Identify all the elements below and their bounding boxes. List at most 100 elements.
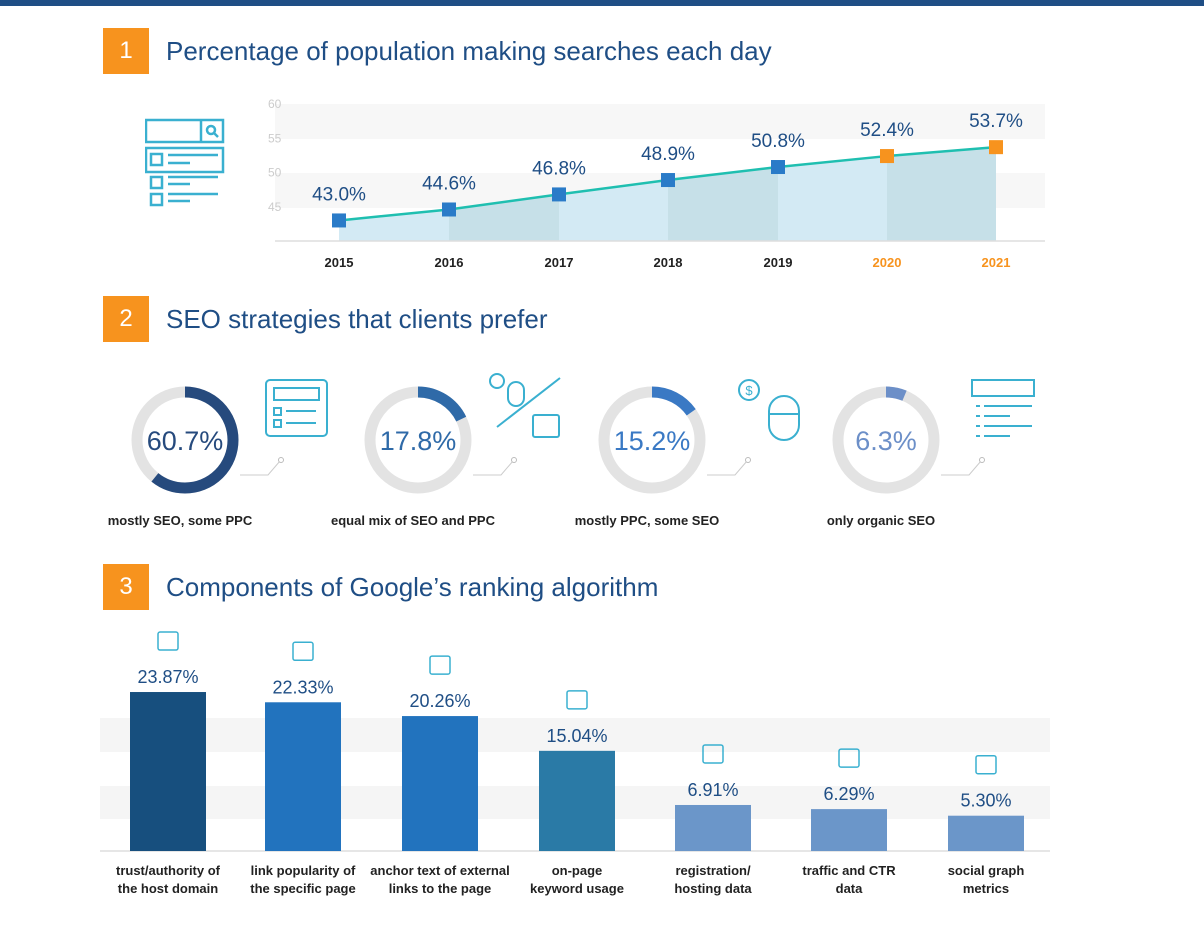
bar-category-line: data	[835, 881, 863, 896]
bar-category-line: link popularity of	[250, 863, 356, 878]
icon-part	[496, 377, 561, 428]
mixed-ppc-seo-icon	[489, 373, 561, 438]
data-point-marker	[989, 140, 1003, 155]
data-point-marker	[332, 213, 346, 228]
connector-dot	[979, 457, 985, 463]
icon-part	[489, 373, 505, 389]
donut-arc	[598, 386, 706, 494]
donut-category-label: mostly SEO, some PPC	[107, 513, 253, 528]
bar-category-line: social graph	[947, 863, 1025, 878]
bar-category-label: link popularity of the specific page	[223, 862, 383, 898]
connector-dot	[745, 457, 751, 463]
bar-category-line: trust/authority of	[116, 863, 220, 878]
bar-category-label: anchor text of external links to the page	[360, 862, 520, 898]
bar-category-line: keyword usage	[530, 881, 624, 896]
bar	[811, 809, 887, 851]
data-label: 53.7%	[969, 111, 1023, 132]
x-tick-label: 2017	[545, 255, 574, 270]
donut-category-label: only organic SEO	[826, 513, 936, 528]
data-point-marker	[552, 187, 566, 202]
icon-part	[507, 381, 525, 407]
icon-part	[971, 379, 1035, 397]
donut-arc	[131, 386, 239, 494]
key-icon	[566, 690, 588, 710]
bar	[948, 815, 1024, 851]
data-label: 50.8%	[751, 131, 805, 152]
bar-chart: 23.87% 22.33% 20.26% 15.04% 6.91% 6.29% 5.30%	[100, 631, 1050, 852]
icon-part	[273, 407, 282, 416]
data-label: 52.4%	[860, 120, 914, 141]
icon-part	[768, 395, 800, 441]
section-number-2: 2	[103, 296, 149, 342]
donut-value-label: 17.8%	[380, 426, 457, 456]
icon-part	[702, 744, 724, 764]
grid-band	[100, 718, 1050, 752]
area-segment	[778, 156, 887, 241]
icon-part	[838, 748, 860, 768]
donut-charts: 60.7% 17.8% 15.2% 6.3% $	[131, 373, 1035, 494]
icon-part	[532, 414, 560, 438]
donut-value-label: 15.2%	[614, 426, 691, 456]
bar-category-label: social graph metrics	[906, 862, 1066, 898]
bar-value-label: 5.30%	[960, 791, 1011, 811]
icon-part	[265, 379, 328, 437]
connector-dot	[278, 457, 284, 463]
bar-category-line: hosting data	[674, 881, 752, 896]
bar-category-line: anchor text of external	[370, 863, 510, 878]
icon-part	[975, 754, 997, 775]
donut-value-label: 6.3%	[855, 426, 917, 456]
database-icon	[702, 744, 724, 764]
y-tick-label: 55	[268, 131, 282, 145]
icon-part	[292, 641, 314, 662]
donut-arc	[364, 386, 472, 494]
icon-part	[273, 419, 282, 428]
connector-line	[473, 460, 514, 476]
x-tick-label: 2015	[325, 255, 354, 270]
data-point-marker	[880, 149, 894, 164]
data-point-marker	[661, 173, 675, 188]
data-point-marker	[771, 160, 785, 175]
bar-value-label: 22.33%	[272, 677, 333, 697]
analytics-icon	[838, 748, 860, 768]
y-tick-label: 60	[268, 97, 282, 111]
bar-value-label: 20.26%	[409, 691, 470, 711]
bar-value-label: 15.04%	[546, 726, 607, 746]
bar-category-line: links to the page	[388, 881, 492, 896]
bar	[675, 804, 751, 851]
data-label: 44.6%	[422, 173, 476, 194]
section-number-3: 3	[103, 564, 149, 610]
bar-category-line: the specific page	[250, 881, 356, 896]
data-label: 48.9%	[641, 144, 695, 165]
section-title-3: Components of Google’s ranking algorithm	[166, 572, 659, 602]
icon-part	[273, 387, 320, 401]
area-segment	[668, 167, 778, 241]
connector-dot	[511, 457, 517, 463]
bar-value-label: 6.91%	[687, 780, 738, 800]
x-tick-label: 2020	[873, 255, 902, 270]
x-tick-label: 2018	[654, 255, 683, 270]
data-label: 46.8%	[532, 158, 586, 179]
bar-category-label: trust/authority of the host domain	[88, 862, 248, 898]
bar-value-label: 23.87%	[137, 667, 198, 687]
link-icon	[292, 641, 314, 662]
donut-category-label: equal mix of SEO and PPC	[331, 513, 495, 528]
bar-value-label: 6.29%	[823, 784, 874, 804]
bar-category-line: on-page	[551, 863, 603, 878]
section-number-1: 1	[103, 28, 149, 74]
connector-line	[941, 460, 982, 476]
section-title-2: SEO strategies that clients prefer	[166, 304, 548, 334]
donut-arc	[832, 386, 940, 494]
icon-part	[157, 631, 179, 651]
icon-part	[738, 379, 760, 401]
bar-category-line: metrics	[962, 881, 1010, 896]
bar	[265, 702, 341, 851]
x-tick-label: 2021	[982, 255, 1011, 270]
bar-category-line: traffic and CTR	[802, 863, 896, 878]
bar-category-label: traffic and CTR data	[769, 862, 929, 898]
x-tick-label: 2016	[435, 255, 464, 270]
bar-category-label: on-page keyword usage	[497, 862, 657, 898]
connector-line	[707, 460, 748, 476]
bar-category-line: the host domain	[117, 881, 219, 896]
data-point-marker	[442, 202, 456, 217]
donut-value-label: 60.7%	[147, 426, 224, 456]
